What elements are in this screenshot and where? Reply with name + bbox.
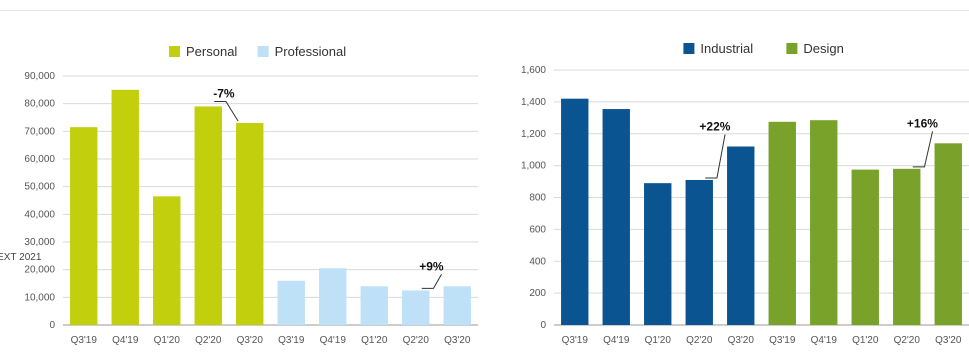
legend-swatch [257,46,269,57]
bar [402,290,430,325]
y-tick-label: 1,000 [521,161,546,172]
legend-label: Professional [275,44,347,59]
top-divider [0,10,969,11]
bar [70,127,98,325]
x-tick-label: Q3'20 [444,335,471,346]
bar [443,286,471,325]
bar [644,183,672,325]
x-tick-label: Q1'20 [645,335,672,346]
legend: Industrial Design [683,41,844,56]
bar [561,98,589,325]
y-tick-label: 10,000 [24,292,55,303]
y-tick-label: 40,000 [24,209,55,220]
x-tick-label: Q1'20 [154,335,181,346]
y-tick-label: 200 [529,288,546,299]
x-tick-label: Q2'20 [195,335,222,346]
bar [685,179,713,325]
y-tick-label: 20,000 [24,265,55,276]
bar [851,169,879,325]
change-connector [912,131,934,168]
chart-1: 0 10,000 20,000 30,000 40,000 50,000 60,000 70,… [24,44,478,346]
change-annotation: +16% [907,116,938,130]
bar [360,286,388,325]
bar [153,196,181,325]
bar [277,280,305,325]
bar [236,123,264,326]
legend-label: Design [803,41,843,56]
bar [768,121,796,325]
x-tick-label: Q4'19 [811,335,838,346]
x-tick-label: Q2'20 [686,335,713,346]
change-connector [214,100,239,122]
y-tick-label: 90,000 [24,71,55,82]
y-tick-label: 60,000 [24,154,55,165]
change-annotation: +9% [419,259,444,273]
x-tick-label: Q3'20 [728,335,755,346]
y-tick-label: 80,000 [24,99,55,110]
y-tick-label: 800 [529,193,546,204]
bar [810,120,838,325]
legend-label: Industrial [700,41,753,56]
y-tick-label: 1,600 [521,65,546,76]
legend: Personal Professional [169,44,346,59]
bar [111,89,139,325]
x-tick-label: Q4'19 [112,335,139,346]
x-tick-label: Q3'20 [935,335,962,346]
x-tick-label: Q3'19 [769,335,796,346]
bar [194,106,222,325]
y-tick-label: 30,000 [24,237,55,248]
change-connector [421,274,442,289]
legend-swatch [683,43,695,54]
watermark: © CONTEXT 2021 [0,252,42,263]
y-tick-label: 1,200 [521,129,546,140]
x-tick-label: Q3'20 [237,335,264,346]
y-tick-label: 70,000 [24,126,55,137]
change-connector [705,134,726,179]
x-tick-label: Q3'19 [562,335,589,346]
x-tick-label: Q4'19 [603,335,630,346]
y-tick-label: 400 [529,256,546,267]
change-annotation: -7% [213,86,235,100]
y-tick-label: 0 [540,320,546,331]
x-tick-label: Q3'19 [71,335,98,346]
chart-2: 0 200 400 600 800 1,000 1,200 1,400 1,600 Q3'19 Q4… [0,41,969,346]
x-tick-label: Q2'20 [894,335,921,346]
y-tick-label: 1,400 [521,97,546,108]
x-tick-label: Q4'19 [320,335,347,346]
x-tick-label: Q1'20 [852,335,879,346]
bar [934,143,962,325]
change-annotation: +22% [699,120,730,134]
x-tick-label: Q2'20 [403,335,430,346]
y-tick-label: 50,000 [24,182,55,193]
y-tick-label: 600 [529,224,546,235]
bar [319,268,347,325]
bar [727,146,755,325]
legend-swatch [169,46,180,57]
legend-swatch [786,43,798,54]
bar [602,109,630,325]
x-tick-label: Q3'19 [278,335,305,346]
legend-label: Personal [186,44,237,59]
bar [893,168,921,325]
y-tick-label: 0 [49,320,55,331]
x-tick-label: Q1'20 [361,335,388,346]
